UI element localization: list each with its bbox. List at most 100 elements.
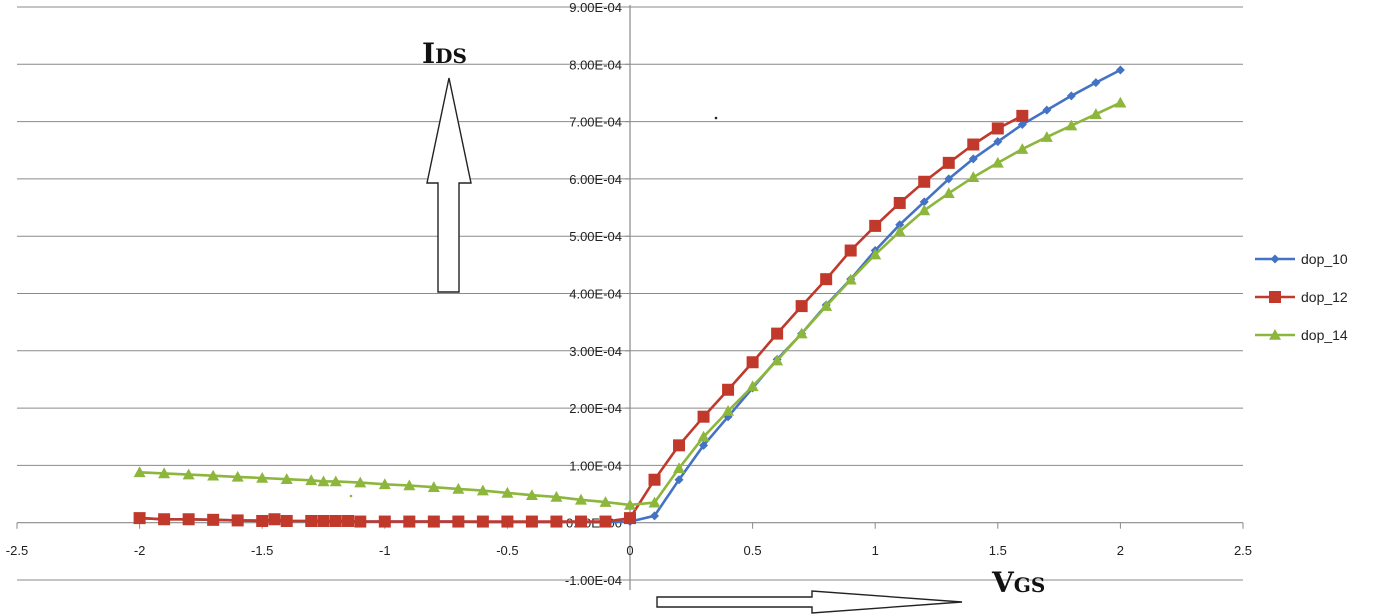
data-point-dop_14: [182, 468, 195, 480]
data-point-dop_14: [918, 204, 931, 216]
stray-dot: [349, 494, 353, 498]
stray-dot: [714, 116, 718, 120]
data-point-dop_14: [624, 498, 636, 510]
data-point-dop_14: [133, 466, 146, 478]
data-point-dop_14: [1016, 143, 1029, 154]
data-point-dop_12: [820, 273, 833, 286]
series-dop_12: [133, 109, 1029, 528]
data-point-dop_12: [869, 219, 882, 232]
data-point-dop_12: [648, 473, 661, 486]
data-point-dop_12: [771, 327, 784, 340]
y-tick-label: 7.00E-04: [569, 115, 622, 130]
data-point-dop_12: [305, 514, 318, 527]
y-tick-label: 5.00E-04: [569, 229, 622, 244]
data-point-dop_14: [697, 430, 710, 442]
data-point-dop_14: [893, 225, 906, 237]
legend-item-dop_10: dop_10: [1255, 251, 1348, 267]
xlabel-main: V: [991, 566, 1015, 599]
data-point-dop_10: [674, 475, 684, 485]
data-point-dop_12: [893, 196, 906, 209]
x-tick-label: 2: [1117, 543, 1124, 558]
data-point-dop_12: [452, 515, 465, 528]
ylabel: IDS: [422, 37, 467, 70]
data-point-dop_10: [1042, 105, 1052, 115]
data-point-dop_14: [844, 273, 857, 285]
x-tick-label: 1.5: [989, 543, 1007, 558]
legend-marker-dop_14: [1269, 329, 1281, 340]
data-point-dop_12: [133, 512, 146, 525]
data-point-dop_14: [452, 482, 465, 494]
xlabel: VGS: [991, 566, 1045, 599]
data-point-dop_14: [746, 380, 759, 392]
vgs-arrow-annotation: VGS: [656, 566, 1045, 614]
series-line-dop_12: [139, 114, 1023, 523]
data-point-dop_14: [771, 354, 784, 366]
data-point-dop_12: [427, 515, 440, 528]
data-point-dop_14: [1114, 96, 1127, 108]
data-point-dop_12: [403, 515, 416, 528]
y-tick-label: 4.00E-04: [569, 287, 622, 302]
data-point-dop_10: [1091, 78, 1101, 88]
data-point-dop_12: [844, 244, 857, 257]
x-tick-label: 2.5: [1234, 543, 1252, 558]
ids-arrow-annotation: IDS: [422, 37, 472, 293]
data-point-dop_14: [1089, 108, 1102, 119]
data-point-dop_14: [280, 473, 293, 484]
data-point-dop_12: [697, 410, 710, 423]
ylabel-main: I: [422, 37, 435, 70]
data-point-dop_10: [944, 174, 954, 184]
data-point-dop_12: [967, 138, 980, 151]
legend: dop_10 dop_12 dop_14: [1255, 251, 1348, 343]
data-point-dop_14: [476, 484, 489, 496]
legend-label: dop_10: [1301, 251, 1348, 267]
data-point-dop_12: [722, 383, 735, 396]
data-point-dop_14: [403, 479, 416, 491]
data-point-dop_14: [256, 472, 269, 483]
data-point-dop_14: [427, 481, 440, 492]
data-point-dop_14: [795, 327, 808, 339]
data-point-dop_12: [231, 514, 244, 527]
data-point-dop_14: [378, 478, 391, 490]
data-point-dop_14: [354, 476, 367, 488]
data-point-dop_14: [1065, 119, 1078, 131]
data-point-dop_12: [746, 356, 759, 369]
data-point-dop_14: [820, 300, 833, 311]
xlabel-sub: GS: [1014, 573, 1046, 597]
legend-label: dop_14: [1301, 327, 1348, 343]
series-line-dop_14: [139, 101, 1121, 507]
data-point-dop_12: [378, 515, 391, 528]
y-tick-label: 2.00E-04: [569, 401, 622, 416]
right-arrow-icon: [656, 590, 963, 614]
x-tick-label: -2.5: [6, 543, 28, 558]
data-point-dop_12: [550, 515, 563, 528]
y-tick-label: 9.00E-04: [569, 0, 622, 15]
data-point-dop_12: [342, 514, 355, 527]
data-point-dop_12: [317, 514, 330, 527]
data-point-dop_12: [268, 513, 281, 526]
x-tick-label: -1: [379, 543, 391, 558]
data-point-dop_14: [599, 496, 612, 507]
data-point-dop_12: [795, 300, 808, 313]
data-point-dop_12: [525, 515, 538, 528]
data-point-dop_10: [650, 511, 660, 521]
data-point-dop_10: [993, 137, 1003, 147]
data-point-dop_12: [158, 513, 171, 526]
data-point-dop_12: [942, 156, 955, 169]
data-point-dop_14: [673, 462, 686, 474]
data-point-dop_14: [869, 248, 882, 260]
data-point-dop_14: [574, 493, 587, 505]
data-point-dop_14: [942, 187, 955, 199]
data-point-dop_12: [476, 515, 489, 528]
data-point-dop_14: [501, 486, 514, 498]
x-tick-label: 0: [626, 543, 633, 558]
series-dop_14: [133, 96, 1127, 510]
y-tick-label: 6.00E-04: [569, 172, 622, 187]
data-point-dop_12: [624, 512, 636, 525]
x-tick-label: -1.5: [251, 543, 273, 558]
data-point-dop_10: [968, 154, 978, 164]
y-tick-label: 3.00E-04: [569, 344, 622, 359]
data-point-dop_10: [1066, 91, 1076, 101]
data-point-dop_12: [329, 514, 342, 527]
data-point-dop_10: [699, 440, 709, 450]
legend-marker-dop_12: [1269, 291, 1281, 303]
